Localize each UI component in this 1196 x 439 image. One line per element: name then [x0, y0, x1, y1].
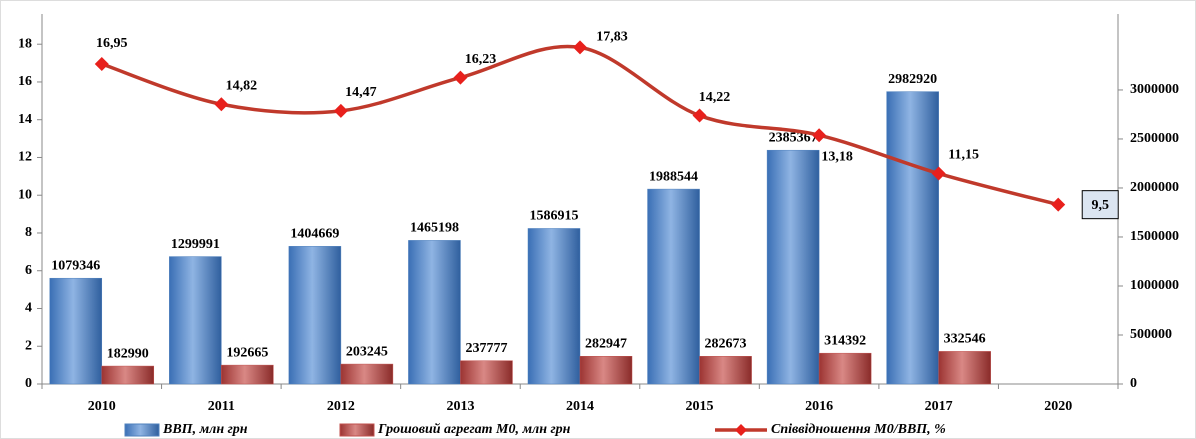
line-label: 14,82 [226, 78, 258, 93]
bar [101, 365, 155, 385]
y2-tick-label: 500000 [1130, 327, 1172, 342]
bar-label: 192665 [226, 345, 268, 360]
line-label: 9,5 [1091, 198, 1109, 213]
bar-label: 1465198 [410, 221, 459, 236]
bar-label: 1404669 [290, 227, 339, 242]
y-tick-label: 4 [25, 301, 32, 316]
line-marker [453, 70, 468, 85]
bar [340, 363, 394, 385]
y-tick-label: 6 [25, 263, 32, 278]
legend-swatch [124, 423, 160, 437]
bar-label: 237777 [465, 341, 507, 356]
bar-label: 282947 [585, 336, 627, 351]
y2-tick-label: 1000000 [1130, 278, 1179, 293]
line-marker [812, 128, 827, 143]
line-marker [1051, 197, 1066, 212]
line-marker [931, 166, 946, 181]
legend-label: Співвідношення М0/ВВП, % [771, 422, 946, 437]
x-tick-label: 2014 [566, 399, 594, 414]
legend-label: Грошовий агрегат М0, млн грн [377, 422, 571, 437]
bar [647, 188, 700, 385]
y-tick-label: 12 [18, 150, 32, 165]
line-label: 16,23 [465, 52, 497, 67]
y2-tick-label: 0 [1130, 376, 1137, 391]
y-tick-label: 10 [18, 187, 32, 202]
y-tick-label: 16 [18, 74, 32, 89]
bar [818, 352, 872, 385]
y2-tick-label: 2500000 [1130, 131, 1179, 146]
bar-label: 1299991 [171, 237, 220, 252]
legend-marker [735, 424, 747, 436]
line-label: 13,18 [821, 149, 853, 164]
bar-label: 182990 [107, 346, 149, 361]
x-tick-label: 2013 [446, 399, 474, 414]
y-tick-label: 18 [18, 36, 32, 51]
y2-tick-label: 1500000 [1130, 229, 1179, 244]
bar [169, 256, 222, 385]
x-tick-label: 2015 [686, 399, 714, 414]
y-tick-label: 8 [25, 225, 32, 240]
y-tick-label: 0 [25, 376, 32, 391]
y-tick-label: 2 [25, 338, 32, 353]
bar [460, 360, 513, 385]
bar [288, 246, 342, 385]
line-label: 11,15 [948, 148, 979, 163]
bar-label: 1988544 [649, 169, 698, 184]
line-label: 14,22 [699, 90, 731, 105]
x-tick-label: 2011 [208, 399, 235, 414]
line-label: 17,83 [596, 30, 628, 45]
bar-label: 1586915 [530, 209, 579, 224]
y2-tick-label: 2000000 [1130, 180, 1179, 195]
bar-label: 314392 [824, 333, 866, 348]
bar [699, 356, 752, 385]
bar-label: 282673 [705, 337, 747, 352]
bar [766, 149, 820, 385]
y2-tick-label: 3000000 [1130, 82, 1179, 97]
line-marker [333, 103, 348, 118]
x-tick-label: 2016 [805, 399, 833, 414]
bar [886, 91, 939, 385]
line-marker [573, 40, 587, 55]
bar-label: 2982920 [888, 72, 937, 87]
bar [579, 356, 633, 385]
line-marker [692, 108, 707, 123]
bar-label: 332546 [944, 332, 986, 347]
bar-label: 1079346 [51, 258, 100, 273]
line-label: 16,95 [96, 36, 128, 51]
bar [938, 351, 991, 385]
bar [408, 240, 461, 385]
x-tick-label: 2012 [327, 399, 355, 414]
legend-swatch [339, 423, 375, 437]
x-tick-label: 2020 [1044, 399, 1072, 414]
line-label: 14,47 [345, 85, 377, 100]
legend-label: ВВП, млн грн [162, 422, 248, 437]
bar [221, 364, 274, 385]
label-box [1081, 190, 1119, 220]
x-tick-label: 2010 [88, 399, 116, 414]
bar-label: 203245 [346, 344, 388, 359]
bar [527, 228, 581, 385]
x-tick-label: 2017 [925, 399, 953, 414]
y-tick-label: 14 [18, 112, 32, 127]
line-marker [214, 97, 229, 112]
bar [49, 277, 103, 385]
line-marker [94, 57, 109, 72]
